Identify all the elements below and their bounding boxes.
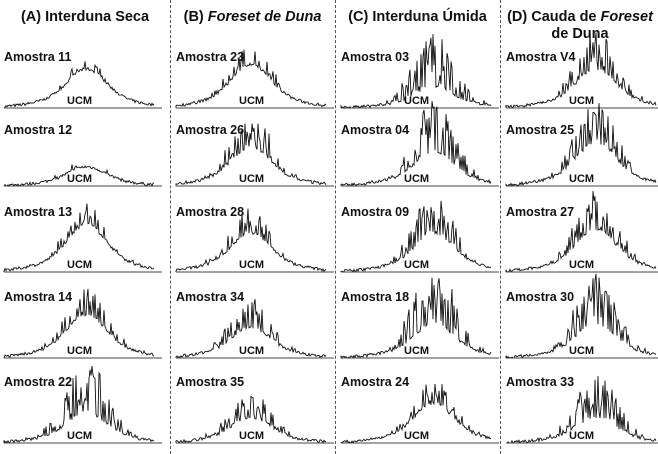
chromatogram-trace	[3, 61, 155, 109]
sample-label: Amostra 23	[176, 50, 245, 64]
chromatogram-trace	[3, 288, 155, 358]
ucm-label: UCM	[404, 345, 430, 357]
ucm-label: UCM	[239, 95, 265, 107]
chromatogram-trace	[505, 191, 657, 273]
ucm-label: UCM	[239, 259, 265, 271]
ucm-label: UCM	[569, 345, 595, 357]
sample-label: Amostra 25	[506, 123, 575, 137]
chromatogram-trace	[340, 277, 492, 359]
sample-label: Amostra 28	[176, 205, 245, 219]
ucm-label: UCM	[404, 259, 430, 271]
sample-label: Amostra 30	[506, 290, 575, 304]
chromatogram-trace	[340, 383, 492, 444]
column-title-a: (A) Interduna Seca	[20, 9, 150, 25]
sample-label: Amostra 26	[176, 123, 245, 137]
column-separator	[335, 0, 336, 454]
sample-label: Amostra 22	[4, 375, 73, 389]
ucm-label: UCM	[239, 345, 265, 357]
chromatogram-trace	[505, 103, 657, 187]
ucm-label: UCM	[67, 345, 93, 357]
ucm-label: UCM	[67, 95, 93, 107]
ucm-label: UCM	[239, 173, 265, 185]
sample-label: Amostra 03	[341, 50, 410, 64]
ucm-label: UCM	[569, 173, 595, 185]
column-separator	[170, 0, 171, 454]
sample-label: Amostra 09	[341, 205, 410, 219]
chromatogram-trace	[175, 299, 327, 358]
column-title-c: (C) Interduna Úmida	[348, 9, 487, 25]
ucm-label: UCM	[404, 95, 430, 107]
ucm-label: UCM	[67, 430, 93, 442]
ucm-label: UCM	[569, 430, 595, 442]
ucm-label: UCM	[67, 173, 93, 185]
ucm-label: UCM	[569, 95, 595, 107]
ucm-label: UCM	[404, 173, 430, 185]
sample-label: Amostra 34	[176, 290, 245, 304]
sample-label: Amostra 13	[4, 205, 73, 219]
column-title-d: (D) Cauda de Foreset de Duna	[507, 9, 653, 42]
sample-label: Amostra 27	[506, 205, 575, 219]
sample-label: Amostra 14	[4, 290, 73, 304]
chromatogram-trace	[175, 49, 327, 108]
sample-label: Amostra V4	[506, 50, 576, 64]
sample-label: Amostra 12	[4, 123, 73, 137]
chromatogram-trace	[3, 203, 155, 272]
ucm-label: UCM	[569, 259, 595, 271]
sample-label: Amostra 11	[4, 50, 72, 64]
chromatogram-trace	[175, 123, 327, 186]
sample-label: Amostra 33	[506, 375, 575, 389]
chromatogram-trace	[505, 31, 657, 109]
chromatogram-trace	[175, 395, 327, 444]
sample-label: Amostra 04	[341, 123, 410, 137]
chromatogram-trace	[3, 365, 155, 444]
chromatogram-trace	[505, 273, 657, 359]
chromatogram-trace	[3, 164, 154, 188]
chromatogram-trace	[340, 34, 492, 109]
ucm-label: UCM	[404, 430, 430, 442]
chromatogram-trace	[340, 101, 492, 187]
column-title-b: (B) Foreset de Duna	[183, 9, 322, 25]
chromatogram-trace	[506, 376, 657, 444]
sample-label: Amostra 24	[341, 375, 410, 389]
sample-label: Amostra 18	[341, 290, 410, 304]
chromatogram-trace	[340, 200, 492, 273]
ucm-label: UCM	[239, 430, 265, 442]
column-separator	[500, 0, 501, 454]
sample-label: Amostra 35	[176, 375, 245, 389]
ucm-label: UCM	[67, 259, 93, 271]
chromatogram-trace	[175, 208, 327, 272]
